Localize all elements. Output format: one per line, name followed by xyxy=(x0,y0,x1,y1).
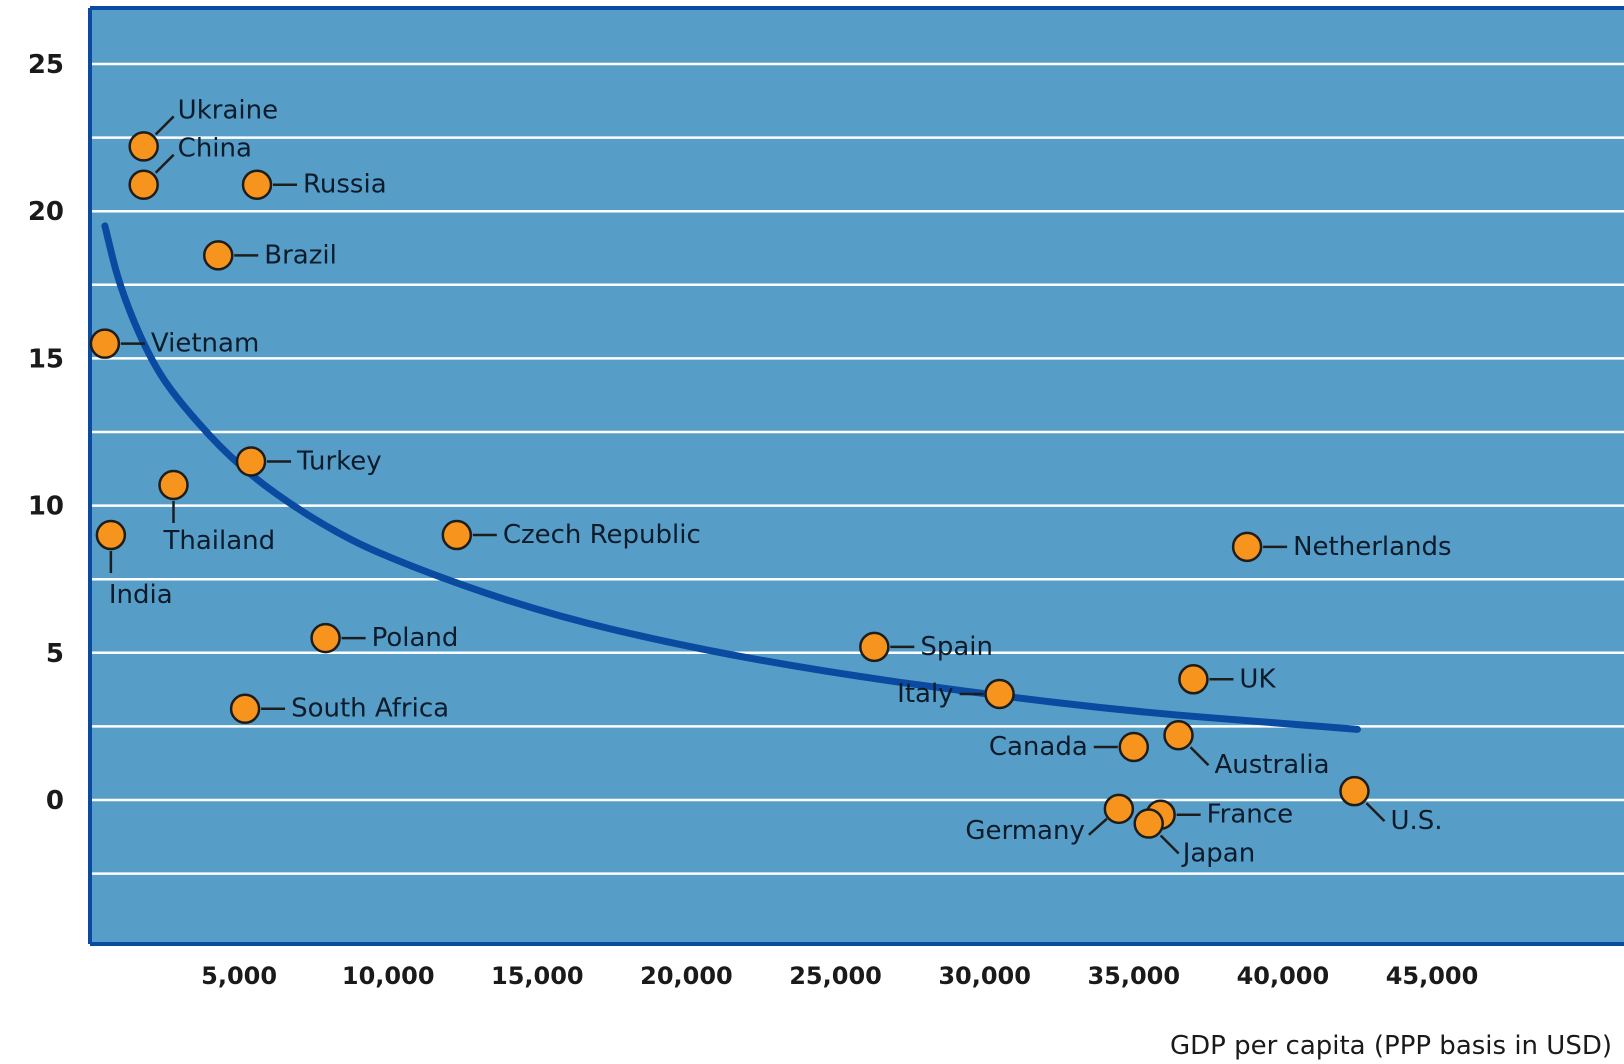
data-point-group: Canada xyxy=(989,731,1150,763)
data-point-label: South Africa xyxy=(291,694,449,724)
leader-line xyxy=(1189,746,1210,767)
data-point xyxy=(202,240,234,271)
data-point xyxy=(128,169,159,200)
x-tick-label: 30,000 xyxy=(938,962,1031,990)
data-point xyxy=(310,622,341,654)
data-point-group: Thailand xyxy=(158,469,276,556)
x-tick-label: 5,000 xyxy=(201,962,277,990)
data-point xyxy=(241,169,273,200)
data-point-group: Ukraine xyxy=(128,95,278,162)
data-point xyxy=(441,519,473,551)
data-point-label: Poland xyxy=(372,623,459,653)
data-point-label: India xyxy=(109,580,173,610)
data-point xyxy=(89,328,121,359)
data-point-group: Czech Republic xyxy=(441,519,701,551)
trend-line xyxy=(101,222,1361,733)
x-tick-label: 35,000 xyxy=(1087,962,1180,990)
data-point-label: Ukraine xyxy=(178,95,278,125)
data-point-group: U.S. xyxy=(1339,775,1443,836)
data-point xyxy=(95,519,127,551)
data-point-label: Italy xyxy=(897,679,953,709)
data-point-group: Italy xyxy=(897,678,1015,710)
data-point-label: Vietnam xyxy=(151,329,259,359)
data-point-group: Vietnam xyxy=(89,328,259,359)
data-point-label: Germany xyxy=(965,816,1085,846)
data-point-label: UK xyxy=(1239,664,1276,694)
data-point xyxy=(1339,775,1370,807)
x-axis-label: GDP per capita (PPP basis in USD) xyxy=(1170,1031,1612,1061)
leader-line xyxy=(154,115,175,136)
leader-line xyxy=(1365,802,1386,823)
data-point-label: France xyxy=(1207,800,1293,830)
data-point-label: China xyxy=(178,134,252,164)
x-tick-label: 25,000 xyxy=(789,962,882,990)
y-tick-label: 5 xyxy=(46,639,64,669)
y-tick-label: 10 xyxy=(28,492,64,522)
data-point xyxy=(1231,531,1263,563)
data-point xyxy=(158,469,189,501)
y-tick-label: 15 xyxy=(28,344,64,374)
data-point-label: Netherlands xyxy=(1293,532,1452,562)
data-point-label: Russia xyxy=(303,170,387,200)
data-point-label: Spain xyxy=(920,632,993,662)
x-tick-label: 10,000 xyxy=(342,962,435,990)
data-point-label: U.S. xyxy=(1390,806,1442,836)
x-tick-label: 15,000 xyxy=(491,962,584,990)
x-tick-label: 40,000 xyxy=(1237,962,1330,990)
data-point xyxy=(1178,664,1209,695)
data-point-group: France xyxy=(1145,799,1293,830)
y-tick-label: 20 xyxy=(28,197,64,227)
data-point-label: Turkey xyxy=(296,446,382,476)
leader-line xyxy=(1159,834,1180,855)
data-point xyxy=(235,446,267,477)
data-point-label: Australia xyxy=(1215,750,1330,780)
data-point-group: Poland xyxy=(310,622,459,654)
data-point xyxy=(1103,793,1135,825)
data-point-group: Netherlands xyxy=(1231,531,1452,563)
data-point-group: UK xyxy=(1178,664,1276,695)
data-point-group: China xyxy=(128,134,252,200)
data-point-group: Australia xyxy=(1163,719,1330,780)
data-point-group: Russia xyxy=(241,169,387,200)
y-tick-label: 0 xyxy=(46,786,64,816)
data-point-label: Brazil xyxy=(264,240,337,270)
data-point-label: Japan xyxy=(1181,839,1256,869)
data-points: Ukraine China Russia Brazil Vietnam Turkey Tha… xyxy=(89,95,1452,869)
data-point-label: Thailand xyxy=(163,526,276,556)
data-point-label: Canada xyxy=(989,732,1088,762)
data-point xyxy=(229,693,261,724)
y-tick-labels: 0 5 10 15 20 25 xyxy=(28,50,64,816)
data-point xyxy=(1133,808,1164,839)
data-point-group: Spain xyxy=(859,631,993,663)
leader-line xyxy=(1088,817,1108,836)
data-point xyxy=(859,631,890,663)
y-tick-label: 25 xyxy=(28,50,64,80)
data-point-group: India xyxy=(95,519,173,610)
data-point xyxy=(1118,731,1150,763)
data-point-group: Germany xyxy=(965,793,1135,846)
x-tick-label: 20,000 xyxy=(640,962,733,990)
data-point-group: Japan xyxy=(1133,808,1256,869)
data-point xyxy=(984,678,1015,710)
gridlines xyxy=(90,62,1624,875)
x-tick-labels: 5,000 10,000 15,000 20,000 25,000 30,000 35,00… xyxy=(201,962,1478,990)
x-tick-label: 45,000 xyxy=(1386,962,1479,990)
data-point-group: Brazil xyxy=(202,240,337,271)
data-point-group: South Africa xyxy=(229,693,449,724)
leader-line xyxy=(154,153,175,174)
data-point-group: Turkey xyxy=(235,446,382,477)
data-point xyxy=(1163,719,1194,751)
data-point-label: Czech Republic xyxy=(503,520,701,550)
data-point xyxy=(128,131,159,162)
